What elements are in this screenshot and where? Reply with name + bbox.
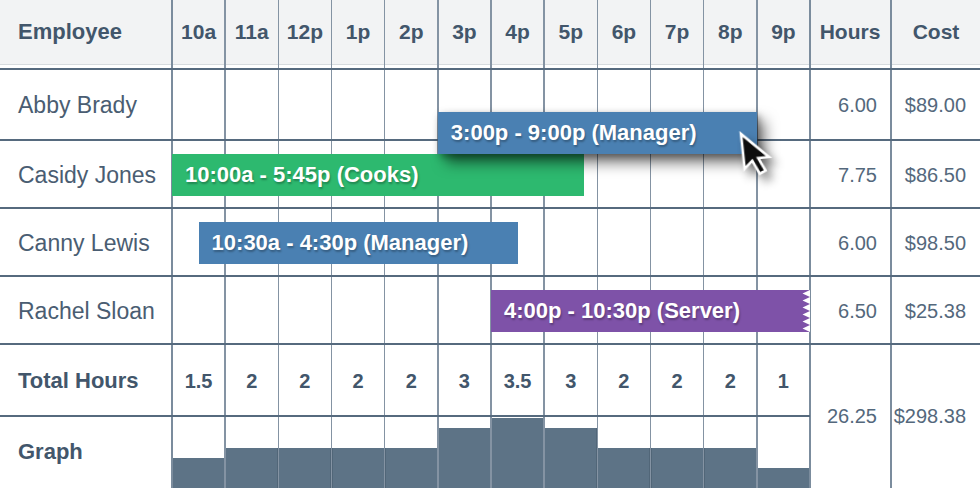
hours-value: 6.50 <box>810 300 877 323</box>
total-hours-cell: 1.5 <box>185 370 213 393</box>
graph-bar <box>491 418 544 488</box>
cost-column-header: Cost <box>913 20 960 44</box>
total-hours-cell: 2 <box>725 370 736 393</box>
grid-hline <box>0 275 980 277</box>
hours-value: 6.00 <box>810 232 877 255</box>
total-hours-cell: 2 <box>406 370 417 393</box>
total-hours-cell: 3.5 <box>504 370 532 393</box>
time-column-header: 2p <box>399 20 424 44</box>
time-column-header: 11a <box>235 20 269 44</box>
employee-column-header: Employee <box>18 19 122 45</box>
graph-bar <box>544 428 597 488</box>
hours-column-header: Hours <box>820 20 881 44</box>
employee-name: Canny Lewis <box>18 230 150 257</box>
graph-bar <box>385 448 438 488</box>
total-hours-cell: 2 <box>246 370 257 393</box>
graph-bar <box>438 428 491 488</box>
cost-value: $86.50 <box>891 164 966 187</box>
time-column-header: 6p <box>612 20 637 44</box>
mouse-cursor-icon <box>737 131 785 191</box>
total-hours-cell: 2 <box>672 370 683 393</box>
graph-bar <box>172 458 225 488</box>
hours-value: 6.00 <box>810 94 877 117</box>
total-hours-cell: 2 <box>299 370 310 393</box>
graph-row-label: Graph <box>18 439 83 465</box>
grid-hline <box>0 343 980 345</box>
time-column-header: 5p <box>558 20 583 44</box>
time-column-header: 3p <box>452 20 477 44</box>
grid-hline <box>0 68 980 70</box>
graph-bar <box>332 448 385 488</box>
shift-continues-zigzag-edge <box>801 290 810 332</box>
total-hours-cell: 1 <box>778 370 789 393</box>
grid-vline <box>890 0 892 488</box>
graph-bar <box>757 468 810 488</box>
time-column-header: 9p <box>771 20 796 44</box>
total-hours-cell: 3 <box>565 370 576 393</box>
graph-bar <box>225 448 278 488</box>
grid-hline <box>0 207 980 209</box>
total-hours-cell: 2 <box>618 370 629 393</box>
time-column-header: 7p <box>665 20 690 44</box>
shift-bar[interactable]: 4:00p - 10:30p (Server) <box>491 290 810 332</box>
cost-value: $89.00 <box>891 94 966 117</box>
total-hours-value: 26.25 <box>810 405 877 428</box>
time-column-header: 1p <box>346 20 371 44</box>
shift-bar-label: 4:00p - 10:30p (Server) <box>504 298 740 323</box>
cost-value: $98.50 <box>891 232 966 255</box>
total-hours-cell: 3 <box>459 370 470 393</box>
total-cost-value: $298.38 <box>891 405 966 428</box>
graph-bar <box>278 448 331 488</box>
time-column-header: 12p <box>287 20 323 44</box>
time-column-header: 4p <box>505 20 530 44</box>
graph-bar <box>704 448 757 488</box>
shift-bar[interactable]: 10:00a - 5:45p (Cooks) <box>172 154 584 196</box>
shift-bar[interactable]: 10:30a - 4:30p (Manager) <box>199 222 518 264</box>
employee-name: Rachel Sloan <box>18 298 155 325</box>
time-column-header: 8p <box>718 20 743 44</box>
grid-hline <box>0 415 810 417</box>
hours-value: 7.75 <box>810 164 877 187</box>
cost-value: $25.38 <box>891 300 966 323</box>
shift-bar-dragged[interactable]: 3:00p - 9:00p (Manager) <box>438 112 757 154</box>
graph-bar <box>651 448 704 488</box>
graph-bar <box>597 448 650 488</box>
employee-name: Abby Brady <box>18 92 137 119</box>
schedule-table: Employee 10a 11a 12p 1p 2p 3p 4p 5p 6p 7p 8p 9p Hou… <box>0 0 980 488</box>
employee-name: Casidy Jones <box>18 162 156 189</box>
total-hours-row-label: Total Hours <box>18 368 139 394</box>
total-hours-cell: 2 <box>353 370 364 393</box>
time-column-header: 10a <box>181 20 216 44</box>
